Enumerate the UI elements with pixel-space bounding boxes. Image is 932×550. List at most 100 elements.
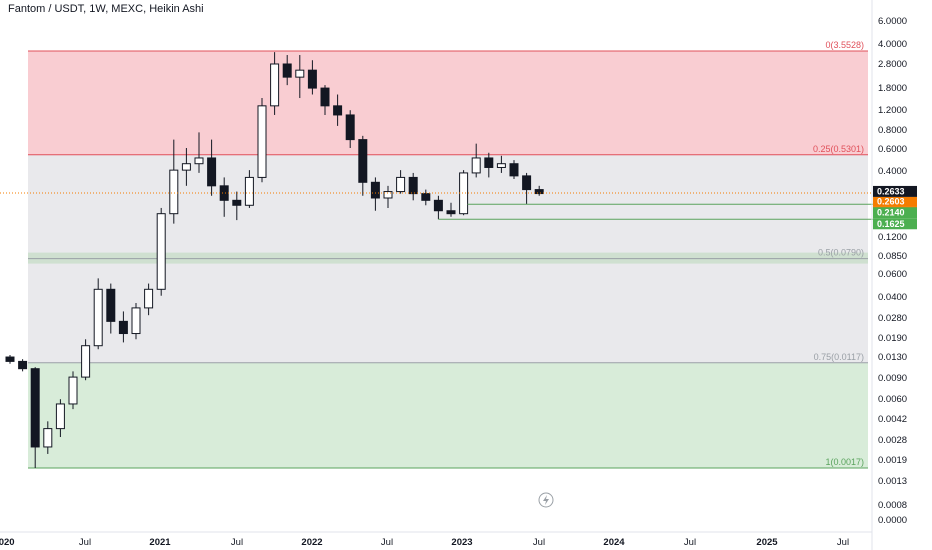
candle-body [534, 189, 544, 195]
price-tick-label: 4.0000 [878, 39, 907, 50]
candle-body [408, 176, 418, 195]
price-axis[interactable]: 6.0000 4.0000 2.8000 1.8000 1.2000 0.8000 0.60… [871, 0, 917, 550]
candle-body [446, 210, 456, 215]
price-tick-label: 0.0850 [878, 251, 907, 262]
candle-body [307, 69, 317, 89]
candle-body [522, 175, 532, 191]
lightning-bolt [543, 495, 549, 505]
price-tick-label: 0.8000 [878, 125, 907, 136]
candle-body [471, 157, 481, 174]
price-tick-label: 0.0019 [878, 455, 907, 466]
candle-body [370, 181, 380, 199]
price-tick-label: 0.6000 [878, 144, 907, 155]
fib-label: 0.25(0.5301) [813, 144, 864, 154]
price-badge-bg [873, 207, 917, 219]
candle-body [43, 428, 53, 448]
time-tick-label: 2024 [603, 537, 625, 548]
price-badge-label: 0.2140 [877, 208, 905, 218]
candle-body [131, 307, 141, 335]
candle-body [396, 176, 406, 193]
candles [5, 52, 544, 468]
price-badge-label: 0.2603 [877, 196, 905, 206]
price-badge-bg [873, 185, 917, 197]
candle-body [333, 105, 343, 116]
candle-body [295, 69, 305, 78]
candle-body [244, 176, 254, 206]
time-tick-label: 2022 [301, 537, 322, 548]
candle-body [219, 185, 229, 201]
time-tick-label: Jul [381, 537, 393, 548]
candle-body [270, 63, 280, 107]
candle-body [106, 288, 116, 322]
candle-body [232, 199, 242, 206]
price-badge-label: 0.1625 [877, 219, 905, 229]
candle-body [345, 114, 355, 141]
candle-body [320, 87, 330, 107]
chart-title: Fantom / USDT, 1W, MEXC, Heikin Ashi [8, 3, 204, 15]
fib-label: 0.5(0.0790) [818, 248, 864, 258]
candle-body [156, 213, 166, 290]
price-tick-label: 0.0000 [878, 515, 907, 526]
candle-body [421, 193, 431, 201]
price-tick-label: 0.0190 [878, 333, 907, 344]
candle-body [93, 288, 103, 347]
fib-label: 0.75(0.0117) [814, 352, 864, 362]
price-tick-label: 2.8000 [878, 59, 907, 70]
candle-body [169, 169, 179, 215]
fib-label: 1(0.0017) [825, 457, 864, 467]
fib-zones: 0(3.5528) 0.25(0.5301) 0.5(0.0790) 0.75(0.0… [28, 40, 868, 469]
candle-body [484, 157, 494, 168]
candle-body [282, 63, 292, 78]
candle-body [18, 360, 28, 370]
time-tick-label: Jul [837, 537, 849, 548]
candle-body [30, 368, 40, 448]
price-tick-label: 0.0042 [878, 414, 907, 425]
time-axis[interactable]: 2020 Jul 2021 Jul 2022 Jul 2023 Jul 2024 Jul 2025 J… [0, 531, 872, 548]
price-tick-label: 0.0130 [878, 352, 907, 363]
time-tick-label: Jul [533, 537, 545, 548]
candle-body [433, 199, 443, 212]
candle-body [181, 163, 191, 171]
candle-body [496, 163, 506, 168]
candle-body [207, 157, 217, 187]
price-badge-bg [873, 196, 917, 207]
time-tick-label: 2025 [756, 537, 778, 548]
lightning-circle [538, 492, 554, 508]
fib-zone-0.75-1 [28, 362, 868, 468]
price-tick-label: 0.0008 [878, 500, 907, 511]
lightning-icon [538, 492, 554, 508]
time-tick-label: Jul [684, 537, 696, 548]
price-tick-label: 0.0090 [878, 373, 907, 384]
price-tick-label: 0.0028 [878, 435, 907, 446]
price-tick-label: 1.2000 [878, 105, 907, 116]
candle-body [257, 105, 267, 178]
price-tick-label: 0.0060 [878, 394, 907, 405]
candle-body [509, 163, 519, 177]
price-tick-label: 0.0013 [878, 476, 907, 487]
candle-body [144, 288, 154, 309]
candle-body [194, 157, 204, 165]
candle-body [118, 320, 128, 335]
fib-label: 0(3.5528) [825, 40, 864, 50]
price-tick-label: 0.0400 [878, 292, 907, 303]
time-tick-label: Jul [231, 537, 243, 548]
fib-zone-0-0.25 [28, 51, 868, 155]
candle-body [68, 376, 78, 405]
price-tick-label: 0.1200 [878, 232, 907, 243]
candle-body [55, 403, 65, 430]
price-tick-label: 0.0600 [878, 269, 907, 280]
time-tick-label: 2023 [451, 537, 472, 548]
overlays [0, 192, 874, 508]
price-tick-label: 1.8000 [878, 83, 907, 94]
time-tick-label: Jul [79, 537, 91, 548]
price-badge-bg [873, 218, 917, 230]
time-tick-label: 2021 [149, 537, 171, 548]
price-badge-label: 0.2633 [877, 186, 905, 196]
candle-body [383, 191, 393, 199]
price-tick-label: 0.0280 [878, 313, 907, 324]
candle-body [358, 139, 368, 183]
candle-body [459, 172, 469, 215]
time-tick-label: 2020 [0, 537, 15, 548]
